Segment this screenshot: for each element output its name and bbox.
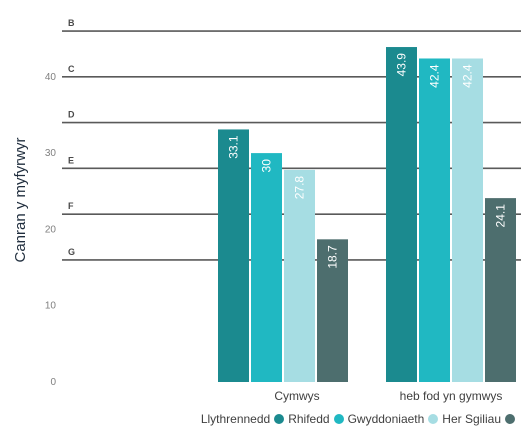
grade-label-e: E [68,155,74,165]
y-tick-10: 10 [45,301,57,312]
data-label-rhifedd-cymwys: 33.1 [227,135,241,159]
legend-item-gwyddoniaeth: Gwyddoniaeth [348,412,439,426]
legend-swatch-rhifedd [274,414,285,424]
data-label-her-sgiliau-cymwys: 27.8 [293,176,307,200]
bar-rhifedd-cymwys [218,129,249,382]
legend-item-rhifedd: Rhifedd [288,412,344,426]
grade-label-b: B [68,18,75,28]
data-label-gwyddoniaeth-cymwys: 30 [260,159,274,173]
legend-swatch-gwyddoniaeth [333,414,344,424]
x-category-heb-fod-yn-gymwys: heb fod yn gymwys [400,389,503,403]
legend-swatch-series-4 [505,414,515,424]
bar-her-sgiliau-heb-fod-yn-gymwys [452,58,483,382]
grade-label-d: D [68,110,75,120]
legend-title: Llythrennedd [200,412,271,426]
data-label-rhifedd-heb-fod-yn-gymwys: 43.9 [395,53,409,77]
y-axis-label: Canran y myfyrwyr [12,137,29,262]
y-tick-0: 0 [50,377,56,388]
data-label-series-4-cymwys: 18.7 [326,245,340,269]
legend-label-her-sgiliau: Her Sgiliau [442,412,501,426]
legend-item-her-sgiliau: Her Sgiliau [442,412,515,426]
bar-gwyddoniaeth-heb-fod-yn-gymwys [419,58,450,382]
y-tick-40: 40 [45,72,57,83]
grade-label-c: C [68,64,75,74]
legend: Llythrennedd Rhifedd Gwyddoniaeth Her Sg… [201,412,515,426]
bar-data-labels: 33.1 30 27.8 18.7 43.9 42.4 42.4 24.1 [227,53,508,269]
chart: B C D E F G 0 10 20 30 40 33.1 30 27.8 18.7 43.9 42.4 4… [12,18,521,403]
x-axis-categories: Cymwys heb fod yn gymwys [274,389,502,403]
y-tick-30: 30 [45,148,57,159]
grade-label-g: G [68,247,75,257]
legend-swatch-her-sgiliau [428,414,439,424]
bar-series-4-heb-fod-yn-gymwys [485,198,516,382]
y-axis-ticks: 0 10 20 30 40 [45,72,57,388]
y-tick-20: 20 [45,224,57,235]
legend-label-rhifedd: Rhifedd [288,412,330,426]
data-label-gwyddoniaeth-heb-fod-yn-gymwys: 42.4 [428,64,442,88]
data-label-series-4-heb-fod-yn-gymwys: 24.1 [494,204,508,228]
grade-label-f: F [68,201,74,211]
bar-rhifedd-heb-fod-yn-gymwys [386,47,417,382]
bar-her-sgiliau-cymwys [284,169,315,382]
legend-label-gwyddoniaeth: Gwyddoniaeth [347,412,425,426]
bars [218,47,516,382]
bar-series-4-cymwys [317,239,348,382]
x-category-cymwys: Cymwys [274,389,319,403]
data-label-her-sgiliau-heb-fod-yn-gymwys: 42.4 [461,64,475,88]
bar-gwyddoniaeth-cymwys [251,153,282,382]
